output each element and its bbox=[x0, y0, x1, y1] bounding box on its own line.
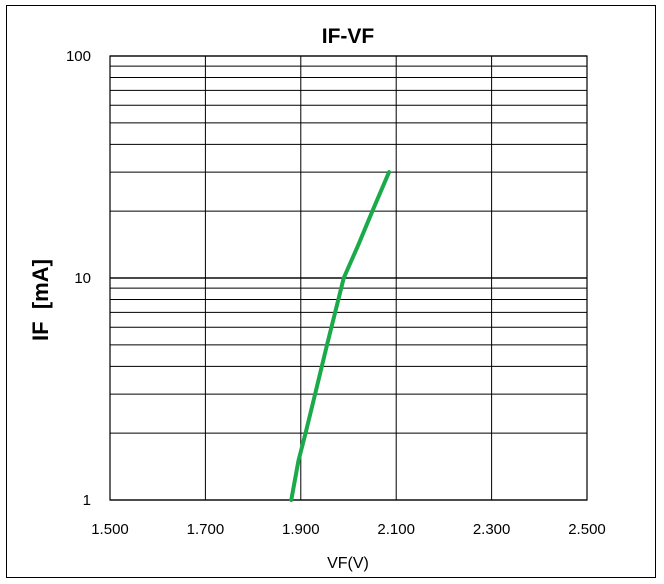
series-line bbox=[289, 170, 392, 502]
x-tick-label: 2.300 bbox=[473, 521, 511, 538]
x-tick-labels: 1.500 1.700 1.900 2.100 2.300 2.500 bbox=[91, 521, 606, 538]
y-tick-label: 1 bbox=[83, 492, 91, 509]
x-axis-label: VF(V) bbox=[327, 555, 369, 572]
x-tick-label: 1.500 bbox=[91, 521, 129, 538]
y-tick-label: 100 bbox=[66, 48, 91, 65]
x-tick-label: 1.700 bbox=[187, 521, 225, 538]
y-tick-labels: 1 10 100 bbox=[66, 48, 91, 509]
grid bbox=[109, 55, 588, 501]
chart-frame bbox=[6, 5, 656, 578]
y-axis-label: IF [mA] bbox=[28, 259, 53, 341]
x-tick-label: 2.500 bbox=[568, 521, 606, 538]
x-tick-label: 1.900 bbox=[282, 521, 320, 538]
chart-title: IF-VF bbox=[322, 25, 375, 48]
plot-area-border bbox=[109, 55, 588, 501]
x-tick-label: 2.100 bbox=[377, 521, 415, 538]
y-tick-label: 10 bbox=[74, 270, 91, 287]
series-layer bbox=[289, 170, 392, 502]
